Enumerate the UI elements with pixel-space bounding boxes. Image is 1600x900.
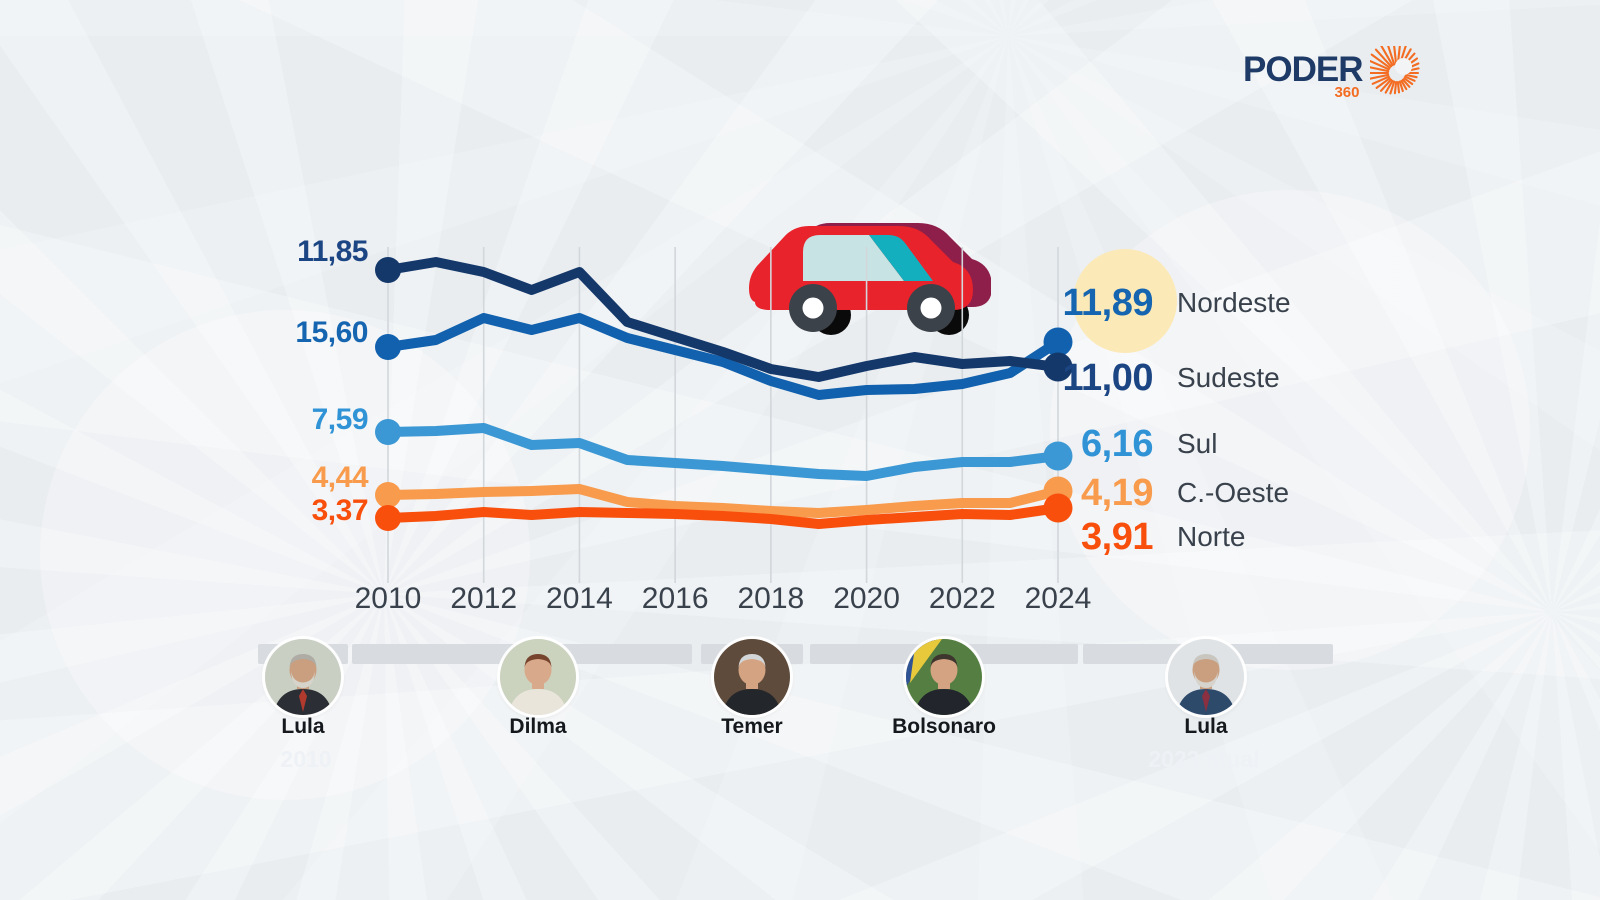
president-avatar-bolsonaro-4 (906, 639, 982, 715)
end-dot-norte (1043, 493, 1073, 523)
president-avatar-temer-3 (714, 639, 790, 715)
sunburst-icon (1367, 41, 1424, 105)
logo-sub-text: 360 (1334, 83, 1360, 101)
president-name-5: Lula (1184, 715, 1228, 738)
president-name-1: Lula (281, 715, 325, 738)
president-name-3: Temer (721, 715, 783, 738)
president-avatar-lula-5 (1168, 639, 1244, 715)
end-dot-sul (1043, 441, 1073, 471)
car-window (803, 235, 904, 281)
president-name-4: Bolsonaro (892, 715, 996, 738)
series-line-norte (383, 503, 1063, 529)
end-dot-sudeste (1043, 352, 1073, 382)
series-line-c_oeste (383, 484, 1063, 518)
start-dot-c_oeste (375, 482, 401, 508)
start-dot-sul (375, 419, 401, 445)
end-dot-nordeste (1043, 327, 1073, 357)
poder360-logo: PODER 360 (1243, 41, 1424, 105)
ghost-year-right: 2023 atual (1148, 746, 1260, 772)
series-line-nordeste (383, 313, 1063, 400)
background-circle-left (40, 310, 530, 800)
logo-brand-text: PODER (1243, 49, 1363, 89)
car-window-dark (869, 235, 933, 281)
start-dot-norte (375, 505, 401, 531)
series-line-sul (383, 423, 1063, 481)
series-line-sudeste (383, 257, 1063, 382)
start-dot-nordeste (375, 334, 401, 360)
car-illustration (741, 204, 992, 344)
president-avatar-lula-1 (265, 639, 341, 715)
president-name-2: Dilma (509, 715, 567, 738)
ghost-year-left: 2010 (280, 746, 332, 772)
start-dot-sudeste (375, 257, 401, 283)
president-avatar-dilma-2 (500, 639, 576, 715)
